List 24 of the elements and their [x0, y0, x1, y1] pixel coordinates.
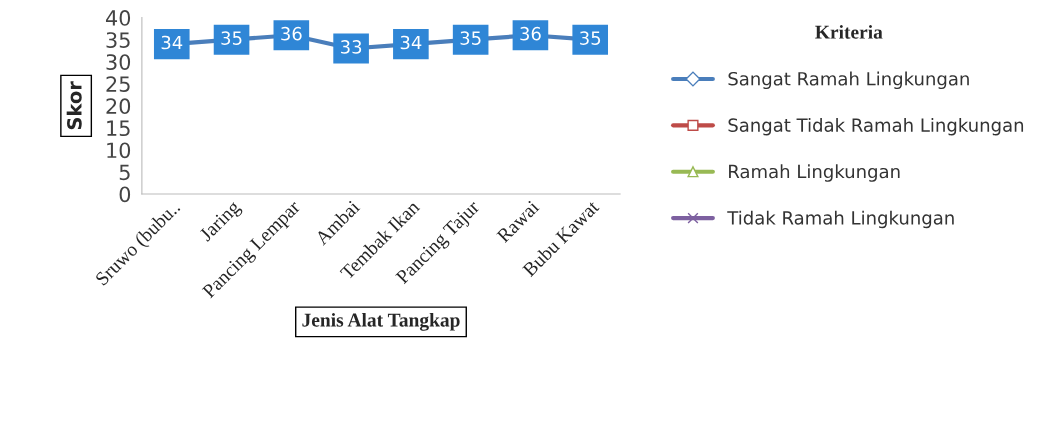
data-label: 35 — [460, 31, 481, 45]
data-label: 33 — [340, 40, 362, 54]
legend-label: Sangat Tidak Ramah Lingkungan — [728, 117, 1024, 136]
y-tick-label: 30 — [106, 54, 131, 70]
y-axis-title: Skor — [66, 81, 82, 130]
data-label: 35 — [221, 31, 242, 45]
x-axis-title: Jenis Alat Tangkap — [302, 312, 460, 331]
legend-title: Kriteria — [815, 25, 883, 39]
data-label: 35 — [580, 31, 601, 45]
y-tick-label: 25 — [106, 76, 130, 92]
data-label: 34 — [400, 35, 422, 50]
legend-label: Sangat Ramah Lingkungan — [728, 71, 969, 90]
y-tick-label: 15 — [107, 120, 130, 137]
y-tick-label: 0 — [119, 186, 131, 203]
data-label: 34 — [161, 35, 183, 50]
y-tick-label: 40 — [105, 10, 131, 26]
y-tick-label: 20 — [106, 98, 131, 115]
legend-label: Tidak Ramah Lingkungan — [727, 210, 954, 229]
y-tick-label: 5 — [119, 164, 130, 181]
data-label: 36 — [520, 26, 541, 41]
y-tick-label: 35 — [106, 32, 130, 48]
legend-label: Ramah Lingkungan — [729, 164, 900, 182]
y-tick-label: 10 — [107, 142, 131, 159]
data-label: 36 — [281, 26, 302, 41]
